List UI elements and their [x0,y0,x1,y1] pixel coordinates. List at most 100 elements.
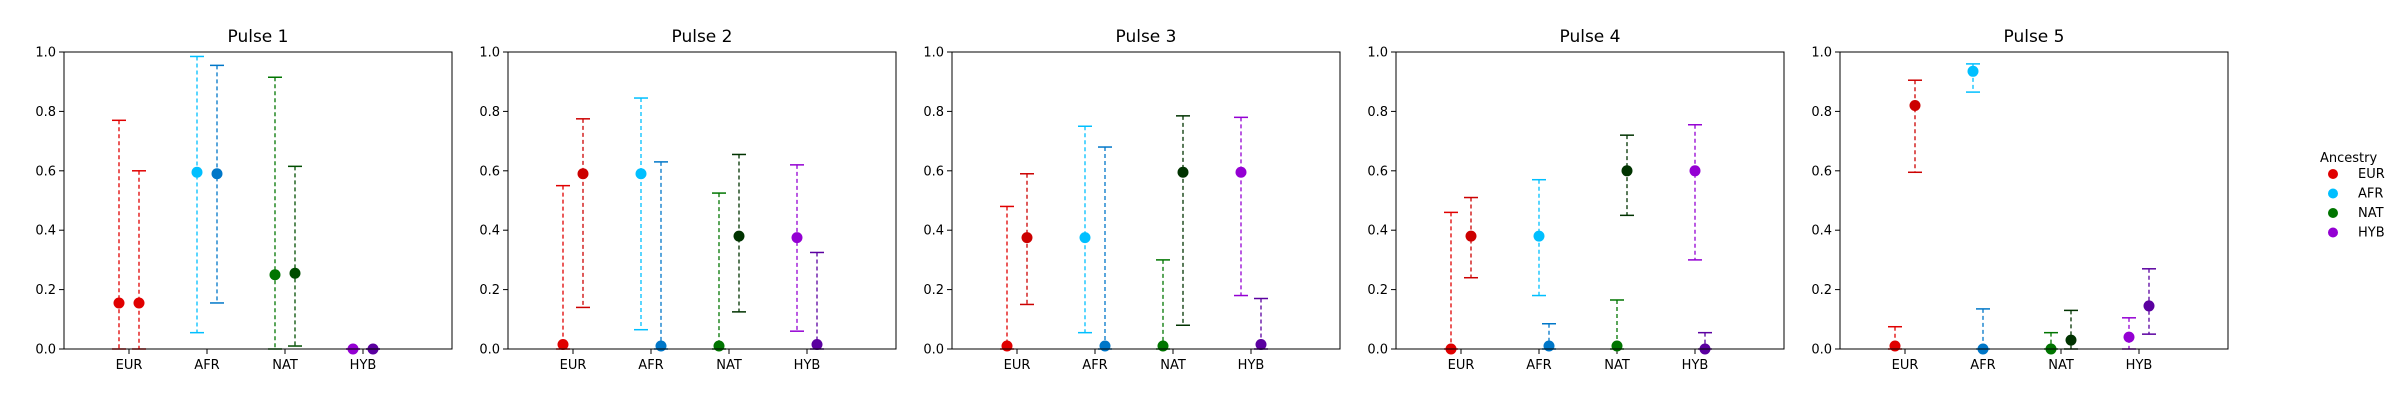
y-tick-label: 0.8 [1367,105,1388,120]
y-tick-label: 0.6 [1811,164,1832,179]
subplot-title: Pulse 4 [1560,27,1621,47]
y-tick-label: 0.2 [35,283,56,298]
estimate-point [1889,340,1901,352]
legend-items: EUR AFR NAT HYB [2328,167,2385,241]
estimate-point [2143,300,2155,312]
errorbar-eur [1464,196,1478,279]
estimate-point [1611,340,1623,352]
x-tick-label: AFR [638,358,663,373]
y-tick-label: 0.4 [1367,224,1388,239]
errorbar-hyb [2122,317,2136,350]
estimate-point [1621,165,1633,177]
y-tick-label: 0.6 [923,164,944,179]
y-tick-label: 1.0 [1811,46,1832,61]
estimate-point [1465,230,1477,242]
legend-marker [2328,188,2338,199]
y-tick-label: 0.4 [1811,224,1832,239]
y-tick-label: 0.2 [923,283,944,298]
estimate-point [1099,340,1111,352]
x-tick-label: HYB [1238,358,1265,373]
y-tick-label: 0.6 [1367,164,1388,179]
estimate-point [2123,331,2135,343]
errorbar-hyb [810,251,824,351]
errorbar-nat [2044,331,2058,355]
y-tick-label: 0.6 [479,164,500,179]
y-tick-label: 0.2 [479,283,500,298]
errorbar-nat [712,192,726,352]
estimate-point [557,339,569,351]
errorbar-eur [132,170,146,350]
subplot-4: Pulse 4 0.0 0.2 0.4 0.6 0.8 1.0 EUR AFR NAT HYB [1367,27,1785,373]
errorbar-hyb [1254,297,1268,351]
estimate-point [1079,232,1091,244]
subplot-2: Pulse 2 0.0 0.2 0.4 0.6 0.8 1.0 EUR AFR NAT HYB [479,27,897,373]
y-tick-label: 1.0 [923,46,944,61]
legend: Ancestry EUR AFR NAT HYB [2320,151,2385,241]
plot-frame [63,51,453,350]
x-tick-label: HYB [1682,358,1709,373]
errorbar-afr [1542,323,1556,352]
legend-title: Ancestry [2320,151,2377,166]
y-tick-label: 0.8 [35,105,56,120]
y-tick-label: 1.0 [1367,46,1388,61]
x-tick-label: HYB [794,358,821,373]
estimate-point [1255,339,1267,351]
subplot-title: Pulse 3 [1116,27,1177,47]
y-tick-label: 0.8 [479,105,500,120]
estimate-point [1001,340,1013,352]
legend-item-eur: EUR [2328,167,2385,182]
y-tick-label: 0.2 [1367,283,1388,298]
estimate-point [2065,334,2077,346]
x-tick-label: AFR [194,358,219,373]
errorbar-eur [1888,325,1902,352]
estimate-point [1543,340,1555,352]
estimate-point [1533,230,1545,242]
legend-marker [2328,169,2338,179]
errorbar-afr [1976,308,1990,355]
x-tick-label: NAT [1604,358,1630,373]
errorbar-hyb [2142,268,2156,335]
estimate-point [191,166,203,178]
subplot-1: Pulse 1 0.0 0.2 0.4 0.6 0.8 1.0 EUR AFR NAT HYB [35,27,453,373]
errorbar-nat [1610,299,1624,352]
subplot-3: Pulse 3 0.0 0.2 0.4 0.6 0.8 1.0 EUR AFR NAT HYB [923,27,1341,373]
errorbar-nat [732,153,746,313]
plot-frame [1839,51,2229,350]
y-tick-label: 0.4 [479,224,500,239]
errorbar-nat [1620,134,1634,217]
plot-frame [1395,51,1785,350]
legend-item-afr: AFR [2328,187,2383,202]
y-tick-label: 1.0 [479,46,500,61]
subplot-title: Pulse 5 [2004,27,2065,47]
legend-label: AFR [2358,187,2383,202]
estimate-point [733,230,745,242]
estimate-point [655,340,667,352]
errorbar-afr [190,55,204,334]
estimate-point [289,267,301,279]
y-tick-label: 1.0 [35,46,56,61]
errorbar-afr [210,64,224,304]
errorbar-afr [634,97,648,331]
errorbar-eur [1000,205,1014,352]
estimate-point [1021,232,1033,244]
estimate-point [1177,166,1189,178]
errorbar-eur [556,184,570,351]
estimate-point [1967,65,1979,77]
errorbar-hyb [1698,331,1712,355]
x-tick-label: EUR [560,358,587,373]
legend-label: NAT [2358,206,2384,221]
x-tick-label: AFR [1082,358,1107,373]
estimate-point [577,168,589,180]
errorbar-eur [1020,173,1034,306]
y-tick-label: 0.0 [1811,343,1832,358]
errorbar-eur [576,118,590,309]
errorbar-afr [1532,178,1546,297]
errorbar-eur [112,119,126,350]
x-tick-label: EUR [1448,358,1475,373]
plot-frame [951,51,1341,350]
y-tick-label: 0.8 [1811,105,1832,120]
y-tick-label: 0.0 [479,343,500,358]
errorbar-afr [1098,146,1112,352]
legend-label: EUR [2358,167,2385,182]
